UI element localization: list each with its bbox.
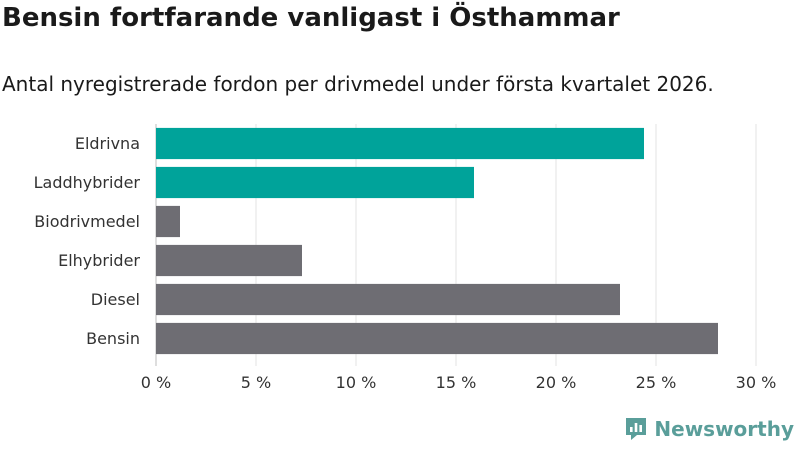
category-label: Eldrivna xyxy=(75,134,140,153)
newsworthy-logo-icon xyxy=(626,418,647,440)
x-axis-ticks: 0 % 5 % 10 % 15 % 20 % 25 % 30 % xyxy=(141,373,777,392)
bar-bensin xyxy=(156,322,718,355)
category-label: Biodrivmedel xyxy=(34,212,140,231)
category-labels: Eldrivna Laddhybrider Biodrivmedel Elhybrid… xyxy=(34,134,141,348)
brand-name: Newsworthy xyxy=(654,417,794,441)
chart-subtitle: Antal nyregistrerade fordon per drivmede… xyxy=(2,72,714,96)
bar-biodrivmedel xyxy=(156,205,180,238)
bar-eldrivna xyxy=(156,127,644,160)
chart-title: Bensin fortfarande vanligast i Östhammar xyxy=(2,3,620,33)
bar-diesel xyxy=(156,283,620,316)
bar-laddhybrider xyxy=(156,166,474,199)
category-label: Elhybrider xyxy=(58,251,140,270)
x-tick-label: 10 % xyxy=(336,373,377,392)
bars xyxy=(156,127,718,355)
x-tick-label: 20 % xyxy=(536,373,577,392)
x-tick-label: 0 % xyxy=(141,373,171,392)
x-tick-label: 30 % xyxy=(736,373,777,392)
category-label: Bensin xyxy=(86,329,140,348)
bar-elhybrider xyxy=(156,244,302,277)
category-label: Diesel xyxy=(91,290,140,309)
x-tick-label: 25 % xyxy=(636,373,677,392)
newsworthy-logo: Newsworthy xyxy=(624,416,794,442)
x-tick-label: 5 % xyxy=(241,373,271,392)
category-label: Laddhybrider xyxy=(34,173,141,192)
x-tick-label: 15 % xyxy=(436,373,477,392)
